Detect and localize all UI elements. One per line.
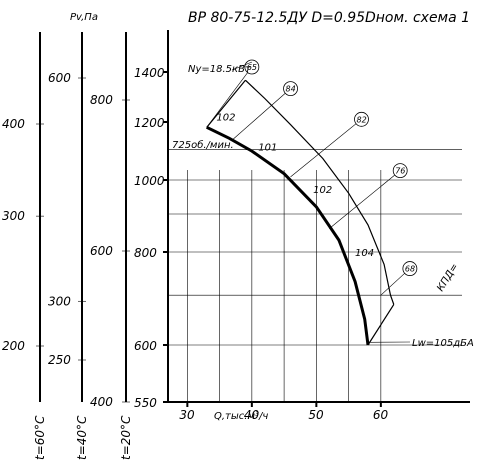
x-axis-title: Q,тыс.м³/ч — [214, 411, 268, 422]
x-tick-label: 60 — [373, 408, 389, 422]
x-tick-label: 50 — [308, 408, 324, 422]
aux-scale-label: t=60°C — [33, 415, 47, 460]
aux-tick-label: 600 — [48, 71, 71, 85]
x-tick-label: 30 — [179, 408, 195, 422]
point-label: 101 — [258, 142, 277, 153]
efficiency-circle — [283, 81, 298, 97]
chart-title: ВР 80-75-12.5ДУ D=0.95Dном. схема 1 — [188, 10, 470, 26]
series-cap — [367, 304, 395, 346]
speed-label: 725об./мин. — [172, 139, 234, 151]
efficiency-value: 76 — [395, 167, 405, 176]
efficiency-label: КПД= — [435, 262, 461, 294]
efficiency-line — [290, 119, 362, 178]
series-curve — [244, 79, 395, 305]
aux-tick-label: 400 — [2, 117, 25, 131]
efficiency-value: 68 — [405, 265, 415, 274]
series-cap — [206, 79, 246, 128]
power-leader — [231, 61, 253, 71]
aux-tick-label: 200 — [2, 339, 25, 353]
efficiency-value: 65 — [247, 63, 257, 72]
y-tick-label: 1400 — [134, 66, 165, 80]
x-tick-label: 40 — [244, 408, 260, 422]
y-axis-title: Pv,Па — [70, 12, 98, 23]
point-label: 102 — [216, 113, 235, 124]
efficiency-line — [329, 170, 401, 229]
aux-tick-label: 250 — [48, 353, 71, 367]
series-curve — [206, 125, 370, 346]
aux-tick-label: 800 — [90, 93, 113, 107]
aux-tick-label: 400 — [90, 395, 113, 409]
efficiency-circle — [354, 111, 369, 127]
efficiency-value: 82 — [357, 115, 367, 124]
aux-tick-label: 300 — [48, 294, 71, 308]
y-tick-label: 1000 — [134, 174, 165, 188]
efficiency-line — [206, 66, 253, 128]
efficiency-line — [232, 88, 291, 140]
aux-scale-label: t=40°C — [75, 415, 89, 460]
point-label: 102 — [313, 185, 332, 196]
efficiency-circle — [392, 163, 408, 178]
y-tick-label: 1200 — [134, 116, 165, 130]
y-tick-label: 600 — [134, 339, 157, 353]
aux-tick-label: 300 — [2, 209, 25, 223]
power-label: Ny=18.5кВт — [188, 64, 252, 75]
y-tick-label: 800 — [134, 246, 157, 260]
aux-tick-label: 600 — [90, 244, 113, 258]
aux-scale-label: t=20°C — [119, 415, 133, 460]
efficiency-value: 84 — [286, 85, 296, 94]
point-label: 104 — [355, 248, 374, 259]
noise-label: Lw=105дБА — [412, 338, 474, 349]
y-tick-label: 550 — [134, 396, 157, 410]
efficiency-circle — [402, 261, 418, 276]
